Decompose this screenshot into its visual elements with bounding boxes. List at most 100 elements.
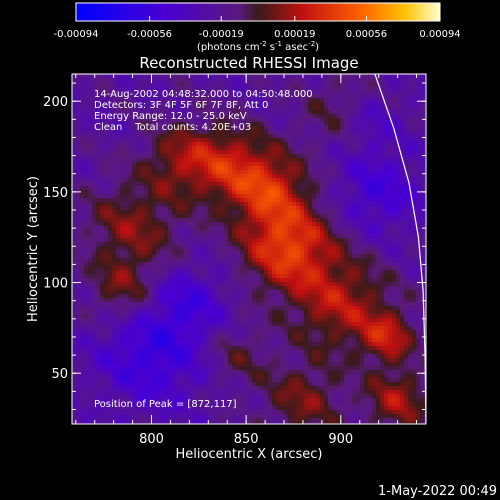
heatmap-cell	[136, 194, 141, 199]
heatmap-cell	[200, 98, 205, 103]
heatmap-cell	[140, 130, 145, 135]
heatmap-cell	[92, 114, 97, 119]
heatmap-cell	[336, 146, 341, 151]
heatmap-cell	[324, 138, 329, 143]
heatmap-cell	[412, 154, 417, 159]
heatmap-cell	[408, 178, 413, 183]
heatmap-cell	[312, 254, 317, 259]
heatmap-cell	[100, 210, 105, 215]
heatmap-cell	[396, 294, 401, 299]
heatmap-cell	[284, 122, 289, 127]
heatmap-cell	[160, 134, 165, 139]
heatmap-cell	[184, 202, 189, 207]
heatmap-cell	[320, 222, 325, 227]
heatmap-cell	[276, 122, 281, 127]
heatmap-cell	[84, 186, 89, 191]
heatmap-cell	[124, 186, 129, 191]
heatmap-cell	[408, 230, 413, 235]
heatmap-cell	[236, 94, 241, 99]
heatmap-cell	[292, 130, 297, 135]
heatmap-cell	[156, 290, 161, 295]
heatmap-cell	[256, 134, 261, 139]
heatmap-cell	[136, 94, 141, 99]
heatmap-cell	[188, 254, 193, 259]
heatmap-cell	[312, 218, 317, 223]
heatmap-cell	[316, 194, 321, 199]
heatmap-cell	[112, 286, 117, 291]
heatmap-cell	[120, 154, 125, 159]
heatmap-cell	[128, 198, 133, 203]
heatmap-cell	[340, 166, 345, 171]
heatmap-cell	[276, 86, 281, 91]
heatmap-cell	[248, 78, 253, 83]
heatmap-cell	[160, 178, 165, 183]
heatmap-cell	[196, 134, 201, 139]
heatmap-cell	[208, 82, 213, 87]
heatmap-cell	[396, 178, 401, 183]
heatmap-cell	[244, 218, 249, 223]
heatmap-cell	[396, 250, 401, 255]
heatmap-cell	[172, 274, 177, 279]
heatmap-cell	[204, 102, 209, 107]
heatmap-cell	[104, 266, 109, 271]
heatmap-cell	[152, 286, 157, 291]
heatmap-cell	[416, 142, 421, 147]
heatmap-cell	[104, 246, 109, 251]
heatmap-cell	[364, 174, 369, 179]
heatmap-cell	[112, 94, 117, 99]
heatmap-cell	[100, 258, 105, 263]
heatmap-cell	[384, 258, 389, 263]
heatmap-cell	[252, 78, 257, 83]
heatmap-cell	[156, 238, 161, 243]
heatmap-cell	[148, 242, 153, 247]
heatmap-cell	[124, 130, 129, 135]
heatmap-cell	[420, 162, 425, 167]
heatmap-cell	[364, 102, 369, 107]
heatmap-cell	[232, 250, 237, 255]
heatmap-cell	[168, 110, 173, 115]
heatmap-cell	[368, 242, 373, 247]
heatmap-cell	[236, 178, 241, 183]
heatmap-cell	[244, 290, 249, 295]
heatmap-cell	[136, 174, 141, 179]
heatmap-cell	[360, 274, 365, 279]
heatmap-cell	[104, 98, 109, 103]
heatmap-cell	[368, 286, 373, 291]
heatmap-cell	[176, 222, 181, 227]
heatmap-cell	[80, 78, 85, 83]
heatmap-cell	[124, 78, 129, 83]
heatmap-cell	[296, 150, 301, 155]
heatmap-cell	[320, 186, 325, 191]
heatmap-cell	[152, 74, 157, 79]
heatmap-cell	[300, 166, 305, 171]
heatmap-cell	[280, 142, 285, 147]
heatmap-cell	[268, 146, 273, 151]
heatmap-cell	[236, 214, 241, 219]
heatmap-cell	[424, 266, 426, 271]
heatmap-cell	[144, 290, 149, 295]
heatmap-cell	[340, 206, 345, 211]
heatmap-cell	[184, 74, 189, 79]
heatmap-cell	[276, 82, 281, 87]
heatmap-cell	[124, 106, 129, 111]
heatmap-cell	[200, 282, 205, 287]
heatmap-cell	[228, 222, 233, 227]
heatmap-cell	[292, 74, 297, 79]
heatmap-cell	[348, 182, 353, 187]
heatmap-cell	[392, 130, 397, 135]
heatmap-cell	[200, 82, 205, 87]
heatmap-cell	[140, 270, 145, 275]
heatmap-cell	[72, 146, 77, 151]
heatmap-cell	[208, 250, 213, 255]
heatmap-cell	[288, 162, 293, 167]
heatmap-cell	[72, 202, 77, 207]
heatmap-cell	[252, 266, 257, 271]
heatmap-cell	[132, 226, 137, 231]
heatmap-cell	[332, 186, 337, 191]
heatmap-cell	[132, 154, 137, 159]
heatmap-cell	[308, 186, 313, 191]
heatmap-cell	[136, 190, 141, 195]
heatmap-cell	[100, 206, 105, 211]
heatmap-cell	[76, 226, 81, 231]
heatmap-cell	[396, 166, 401, 171]
